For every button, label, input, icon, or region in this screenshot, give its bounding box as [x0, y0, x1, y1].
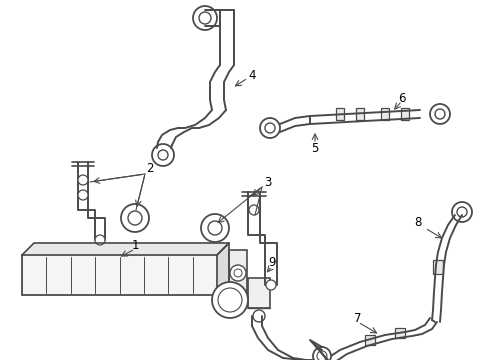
Bar — [22, 255, 217, 295]
Circle shape — [158, 150, 168, 160]
Circle shape — [152, 144, 174, 166]
Text: 1: 1 — [131, 239, 139, 252]
Circle shape — [78, 175, 88, 185]
Circle shape — [234, 269, 242, 277]
Bar — [356, 108, 364, 120]
Text: 2: 2 — [146, 162, 154, 175]
Circle shape — [317, 351, 327, 360]
Text: 8: 8 — [415, 216, 422, 229]
Text: 6: 6 — [398, 91, 406, 104]
Circle shape — [218, 288, 242, 312]
Bar — [365, 335, 375, 345]
Circle shape — [265, 123, 275, 133]
Text: 4: 4 — [248, 68, 256, 81]
Circle shape — [230, 265, 246, 281]
Circle shape — [260, 118, 280, 138]
Bar — [229, 250, 247, 300]
Bar — [336, 108, 344, 120]
Bar — [395, 328, 405, 338]
Bar — [381, 108, 389, 120]
Polygon shape — [217, 243, 229, 295]
Text: 5: 5 — [311, 141, 318, 154]
Circle shape — [249, 205, 259, 215]
Text: 9: 9 — [268, 256, 276, 269]
Circle shape — [430, 104, 450, 124]
Polygon shape — [22, 243, 229, 255]
Circle shape — [208, 221, 222, 235]
Text: 7: 7 — [354, 311, 362, 324]
Circle shape — [457, 207, 467, 217]
Circle shape — [199, 12, 211, 24]
Circle shape — [266, 280, 276, 290]
Circle shape — [253, 310, 265, 322]
Circle shape — [121, 204, 149, 232]
Text: 3: 3 — [264, 176, 271, 189]
Bar — [401, 108, 409, 120]
Circle shape — [78, 190, 88, 200]
Bar — [433, 260, 443, 274]
Bar — [248, 278, 270, 308]
Circle shape — [452, 202, 472, 222]
Circle shape — [313, 347, 331, 360]
Circle shape — [212, 282, 248, 318]
Circle shape — [95, 235, 105, 245]
Circle shape — [193, 6, 217, 30]
Circle shape — [435, 109, 445, 119]
Circle shape — [128, 211, 142, 225]
Circle shape — [201, 214, 229, 242]
